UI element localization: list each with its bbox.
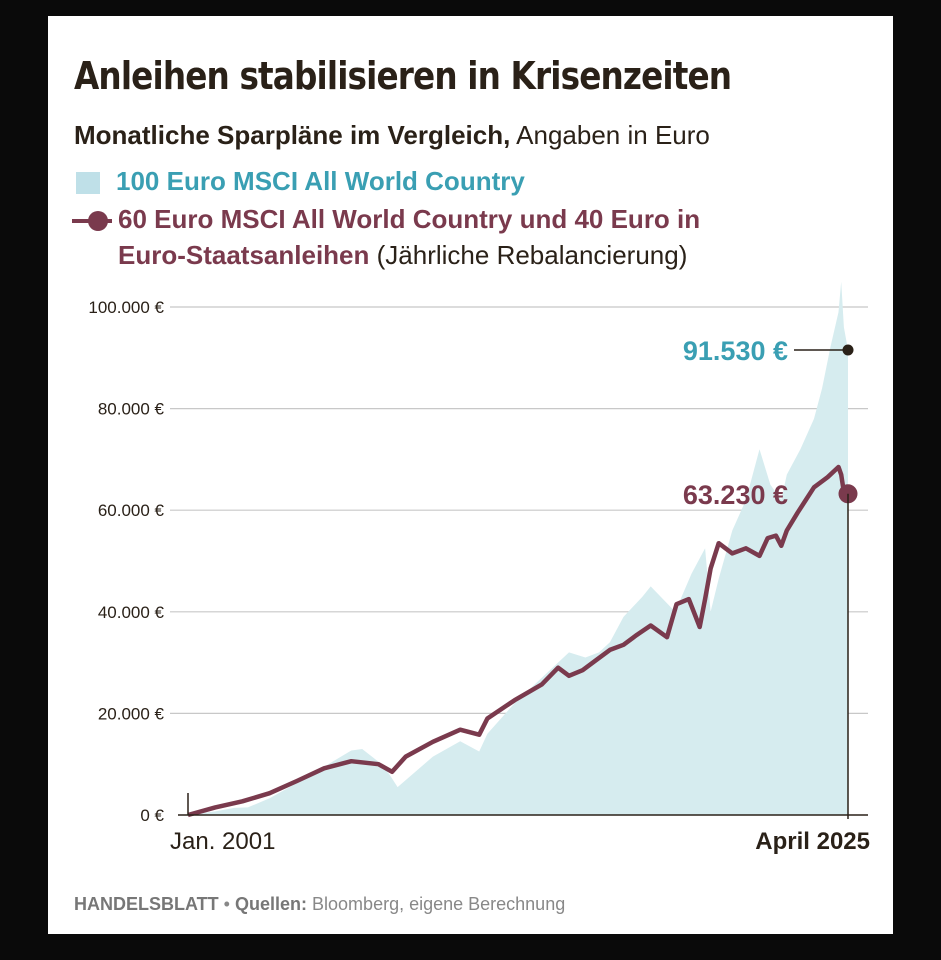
legend-entry-mix-part1: 60 Euro MSCI All World Country und 40 Eu… [118,204,701,234]
mix-end-label: 63.230 € [683,480,788,510]
source-brand: HANDELSBLATT [74,894,219,914]
legend-area-swatch [76,172,100,194]
chart-title: Anleihen stabilisieren in Krisenzeiten [74,54,732,98]
legend-entry-mix-part2: Euro-Staatsanleihen (Jährliche Rebalanci… [118,240,687,271]
source-text: Bloomberg, eigene Berechnung [312,894,566,914]
subtitle-bold: Monatliche Sparpläne im Vergleich, [74,120,511,150]
source-bullet: • [223,894,230,914]
y-tick-label: 100.000 € [88,298,164,317]
msci-end-dot [842,344,854,356]
annotation-layer: 91.530 € 63.230 € [683,336,858,510]
source-label: Quellen: [235,894,308,914]
msci-end-label: 91.530 € [683,336,788,366]
y-tick-label: 60.000 € [98,501,165,520]
legend-entry-mix-bold: Euro-Staatsanleihen [118,240,370,270]
y-tick-label: 80.000 € [98,400,165,419]
line-series-mix [187,464,849,818]
area-series-msci [188,281,848,816]
chart-svg: 91.530 € 63.230 € 0 € 20.000 € 40.000 € 60.0… [88,281,870,855]
axis-layer: 0 € 20.000 € 40.000 € 60.000 € 80.000 € 100.0… [88,298,870,855]
legend-dot-swatch [88,211,108,231]
x-end-label: April 2025 [755,828,870,855]
x-start-label: Jan. 2001 [170,828,275,855]
subtitle-plain: Angaben in Euro [516,120,710,150]
source-line: HANDELSBLATT • Quellen: Bloomberg, eigen… [74,894,565,915]
y-tick-label: 40.000 € [98,603,165,622]
legend-entry-msci: 100 Euro MSCI All World Country [116,166,525,196]
legend-entry-mix-note: (Jährliche Rebalancierung) [376,240,688,270]
y-tick-label: 20.000 € [98,704,165,723]
chart-card: Anleihen stabilisieren in Krisenzeiten M… [48,16,893,934]
chart-subtitle: Monatliche Sparpläne im Vergleich, Angab… [74,120,710,151]
y-tick-label: 0 € [140,806,164,825]
